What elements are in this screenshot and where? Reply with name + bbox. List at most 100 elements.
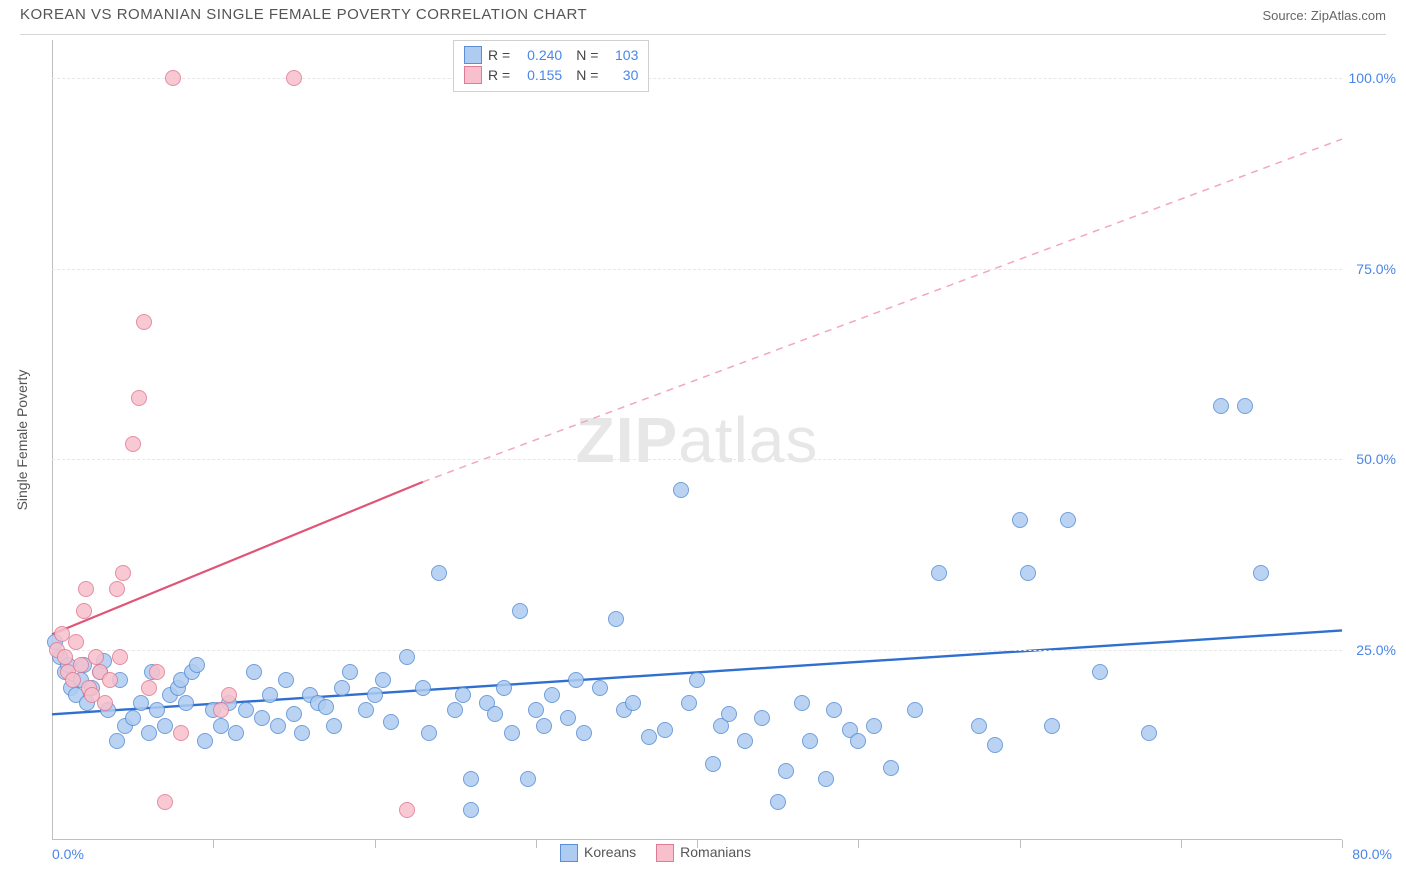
data-point <box>141 680 157 696</box>
data-point <box>794 695 810 711</box>
data-point <box>213 702 229 718</box>
series-legend: Koreans Romanians <box>560 844 751 862</box>
data-point <box>560 710 576 726</box>
data-point <box>109 733 125 749</box>
scatter-plot: Single Female Poverty ZIPatlas 0.0% 80.0… <box>52 40 1342 840</box>
data-point <box>102 672 118 688</box>
data-point <box>737 733 753 749</box>
data-point <box>334 680 350 696</box>
data-point <box>57 649 73 665</box>
data-point <box>286 70 302 86</box>
legend-row: R =0.240N =103 <box>464 45 638 65</box>
data-point <box>189 657 205 673</box>
chart-title: KOREAN VS ROMANIAN SINGLE FEMALE POVERTY… <box>20 6 587 23</box>
data-point <box>254 710 270 726</box>
data-point <box>88 649 104 665</box>
legend-item: Romanians <box>656 844 751 862</box>
data-point <box>294 725 310 741</box>
data-point <box>270 718 286 734</box>
data-point <box>131 390 147 406</box>
data-point <box>115 565 131 581</box>
data-point <box>608 611 624 627</box>
data-point <box>358 702 374 718</box>
data-point <box>705 756 721 772</box>
data-point <box>447 702 463 718</box>
data-point <box>342 664 358 680</box>
data-point <box>850 733 866 749</box>
data-point <box>76 603 92 619</box>
data-point <box>504 725 520 741</box>
x-tick <box>1020 840 1021 848</box>
data-point <box>375 672 391 688</box>
data-point <box>78 581 94 597</box>
data-point <box>681 695 697 711</box>
data-point <box>165 70 181 86</box>
x-tick <box>858 840 859 848</box>
legend-row: R =0.155N =30 <box>464 65 638 85</box>
legend-swatch <box>464 66 482 84</box>
data-point <box>197 733 213 749</box>
data-point <box>262 687 278 703</box>
data-point <box>463 771 479 787</box>
data-point <box>778 763 794 779</box>
data-point <box>1020 565 1036 581</box>
data-point <box>286 706 302 722</box>
data-point <box>463 802 479 818</box>
correlation-legend: R =0.240N =103R =0.155N =30 <box>453 40 649 92</box>
data-point <box>641 729 657 745</box>
data-point <box>689 672 705 688</box>
data-point <box>625 695 641 711</box>
data-point <box>109 581 125 597</box>
data-point <box>1092 664 1108 680</box>
data-point <box>568 672 584 688</box>
data-point <box>1044 718 1060 734</box>
gridline <box>52 650 1342 651</box>
data-point <box>931 565 947 581</box>
data-point <box>149 664 165 680</box>
data-point <box>496 680 512 696</box>
x-tick <box>213 840 214 848</box>
data-point <box>73 657 89 673</box>
data-point <box>544 687 560 703</box>
legend-swatch <box>560 844 578 862</box>
data-point <box>487 706 503 722</box>
data-point <box>512 603 528 619</box>
data-point <box>97 695 113 711</box>
data-point <box>866 718 882 734</box>
legend-item: Koreans <box>560 844 636 862</box>
data-point <box>238 702 254 718</box>
data-point <box>592 680 608 696</box>
data-point <box>1253 565 1269 581</box>
x-max-label: 80.0% <box>1352 846 1392 862</box>
y-tick-label: 25.0% <box>1356 642 1396 658</box>
data-point <box>528 702 544 718</box>
data-point <box>536 718 552 734</box>
data-point <box>520 771 536 787</box>
data-point <box>1141 725 1157 741</box>
data-point <box>246 664 262 680</box>
gridline <box>52 459 1342 460</box>
data-point <box>987 737 1003 753</box>
data-point <box>421 725 437 741</box>
y-tick-label: 100.0% <box>1349 70 1396 86</box>
data-point <box>455 687 471 703</box>
data-point <box>721 706 737 722</box>
x-tick <box>536 840 537 848</box>
data-point <box>278 672 294 688</box>
data-point <box>907 702 923 718</box>
data-point <box>576 725 592 741</box>
data-point <box>178 695 194 711</box>
data-point <box>136 314 152 330</box>
trend-lines <box>52 40 1342 840</box>
data-point <box>399 649 415 665</box>
data-point <box>802 733 818 749</box>
data-point <box>68 634 84 650</box>
watermark: ZIPatlas <box>576 403 819 477</box>
data-point <box>1213 398 1229 414</box>
gridline <box>52 269 1342 270</box>
data-point <box>221 687 237 703</box>
x-origin-label: 0.0% <box>52 846 84 862</box>
data-point <box>770 794 786 810</box>
data-point <box>326 718 342 734</box>
x-tick <box>1181 840 1182 848</box>
